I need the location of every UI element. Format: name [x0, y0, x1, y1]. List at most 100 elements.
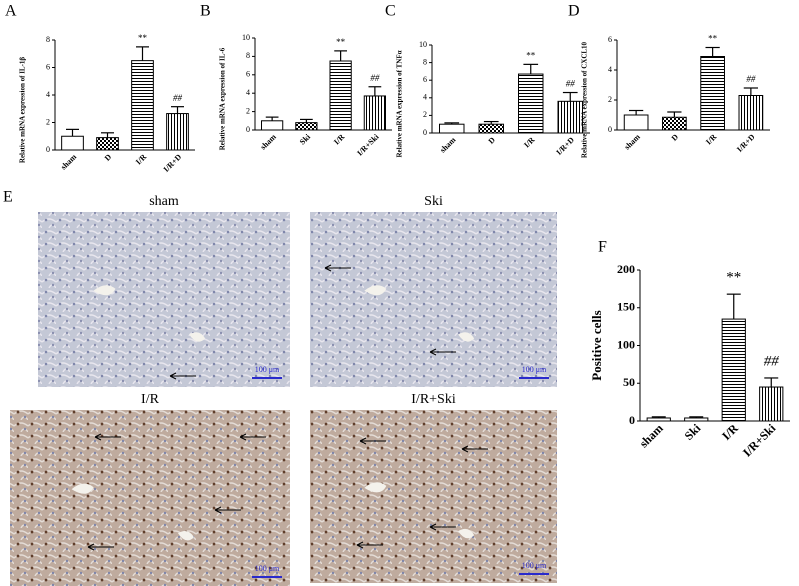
y-tick-label: 6 — [423, 75, 427, 84]
bar — [684, 417, 709, 422]
y-tick-label: 6 — [608, 35, 612, 44]
scale-bar: 100 μm — [255, 365, 280, 374]
y-tick-label: 2 — [423, 110, 427, 119]
image-title: Ski — [424, 194, 443, 209]
arrow — [94, 433, 121, 441]
scale-line — [252, 576, 282, 578]
x-tick-label: I/R+D — [162, 152, 184, 174]
x-tick-label: I/R+Ski — [355, 132, 381, 158]
bar — [721, 318, 746, 422]
arrow — [356, 541, 383, 549]
arrow — [324, 264, 351, 272]
y-tick-label: 100 — [617, 337, 635, 351]
x-tick-label: D — [670, 132, 681, 143]
bar — [557, 100, 583, 134]
y-tick-label: 0 — [423, 128, 427, 137]
y-axis-label: Positive cells — [589, 310, 604, 380]
significance-label: ## — [764, 353, 780, 369]
y-tick-label: 8 — [46, 35, 50, 44]
bar — [518, 73, 544, 134]
y-tick-label: 4 — [246, 88, 250, 97]
y-tick-label: 10 — [419, 40, 427, 49]
y-tick-label: 0 — [246, 125, 250, 134]
image-title: I/R+Ski — [411, 392, 456, 407]
panel-label: C — [385, 3, 396, 20]
scale-line — [519, 377, 549, 379]
x-tick-label: I/R — [134, 152, 148, 166]
y-tick-label: 2 — [46, 117, 50, 126]
bar — [96, 137, 119, 151]
y-tick-label: 150 — [617, 300, 635, 314]
y-tick-label: 6 — [46, 62, 50, 71]
bar — [662, 116, 687, 131]
x-tick-label: I/R — [522, 135, 536, 149]
significance-label: ** — [526, 50, 536, 60]
arrow — [239, 433, 266, 441]
significance-label: ## — [370, 73, 380, 83]
significance-label: ** — [708, 34, 718, 44]
y-tick-label: 8 — [423, 57, 427, 66]
y-tick-label: 6 — [246, 70, 250, 79]
bar — [759, 386, 784, 422]
y-tick-label: 4 — [46, 90, 50, 99]
micrograph — [310, 212, 557, 387]
x-tick-label: sham — [637, 421, 666, 450]
arrow — [169, 372, 196, 380]
bar — [295, 122, 318, 131]
x-tick-label: sham — [438, 135, 458, 155]
y-tick-label: 50 — [623, 375, 635, 389]
scale-bar: 100 μm — [522, 365, 547, 374]
bar — [439, 123, 465, 134]
bar — [478, 123, 504, 134]
panel-label: B — [200, 3, 211, 20]
vessel — [364, 285, 475, 342]
arrow — [214, 506, 241, 514]
arrow — [359, 437, 386, 445]
x-tick-label: sham — [623, 132, 643, 152]
x-tick-label: sham — [259, 132, 279, 152]
y-tick-label: 0 — [629, 413, 635, 427]
x-tick-label: I/R+Ski — [740, 421, 779, 460]
y-tick-label: 10 — [242, 33, 250, 42]
bar — [131, 60, 154, 151]
y-axis-label: Relative mRNA expression of IL-1β — [19, 57, 27, 164]
arrow — [461, 445, 488, 453]
y-tick-label: 8 — [246, 51, 250, 60]
y-axis-label: Relative mRNA expression of IL-6 — [219, 47, 227, 150]
bar — [738, 95, 764, 131]
significance-label: ** — [138, 33, 148, 43]
x-tick-label: D — [487, 135, 498, 146]
vessel — [364, 482, 475, 539]
micrograph — [38, 212, 290, 387]
scale-line — [519, 573, 549, 575]
bar — [166, 113, 189, 151]
vessel — [93, 285, 206, 342]
micrograph — [310, 410, 557, 583]
x-tick-label: I/R — [704, 132, 718, 146]
y-tick-label: 2 — [608, 95, 612, 104]
scale-bar: 100 μm — [255, 564, 280, 573]
x-tick-label: I/R+D — [735, 132, 757, 154]
arrow — [429, 348, 456, 356]
arrow — [429, 523, 456, 531]
y-tick-label: 0 — [46, 145, 50, 154]
significance-label: ## — [173, 93, 183, 103]
significance-label: ## — [746, 74, 756, 84]
panel-label: A — [5, 3, 17, 20]
significance-label: ** — [336, 37, 346, 47]
bar — [646, 417, 671, 422]
panel-label: D — [568, 3, 580, 20]
scale-bar: 100 μm — [522, 561, 547, 570]
bar — [329, 60, 352, 131]
significance-label: ## — [566, 79, 576, 89]
significance-label: ** — [726, 270, 741, 286]
x-tick-label: Ski — [298, 132, 313, 147]
x-tick-label: Ski — [682, 421, 704, 443]
micrograph — [10, 410, 290, 586]
x-tick-label: sham — [59, 152, 79, 172]
arrow — [87, 543, 114, 551]
bar — [61, 135, 84, 151]
y-axis-label: Relative mRNA expression of TNFα — [396, 50, 404, 157]
x-tick-label: I/R — [332, 132, 346, 146]
